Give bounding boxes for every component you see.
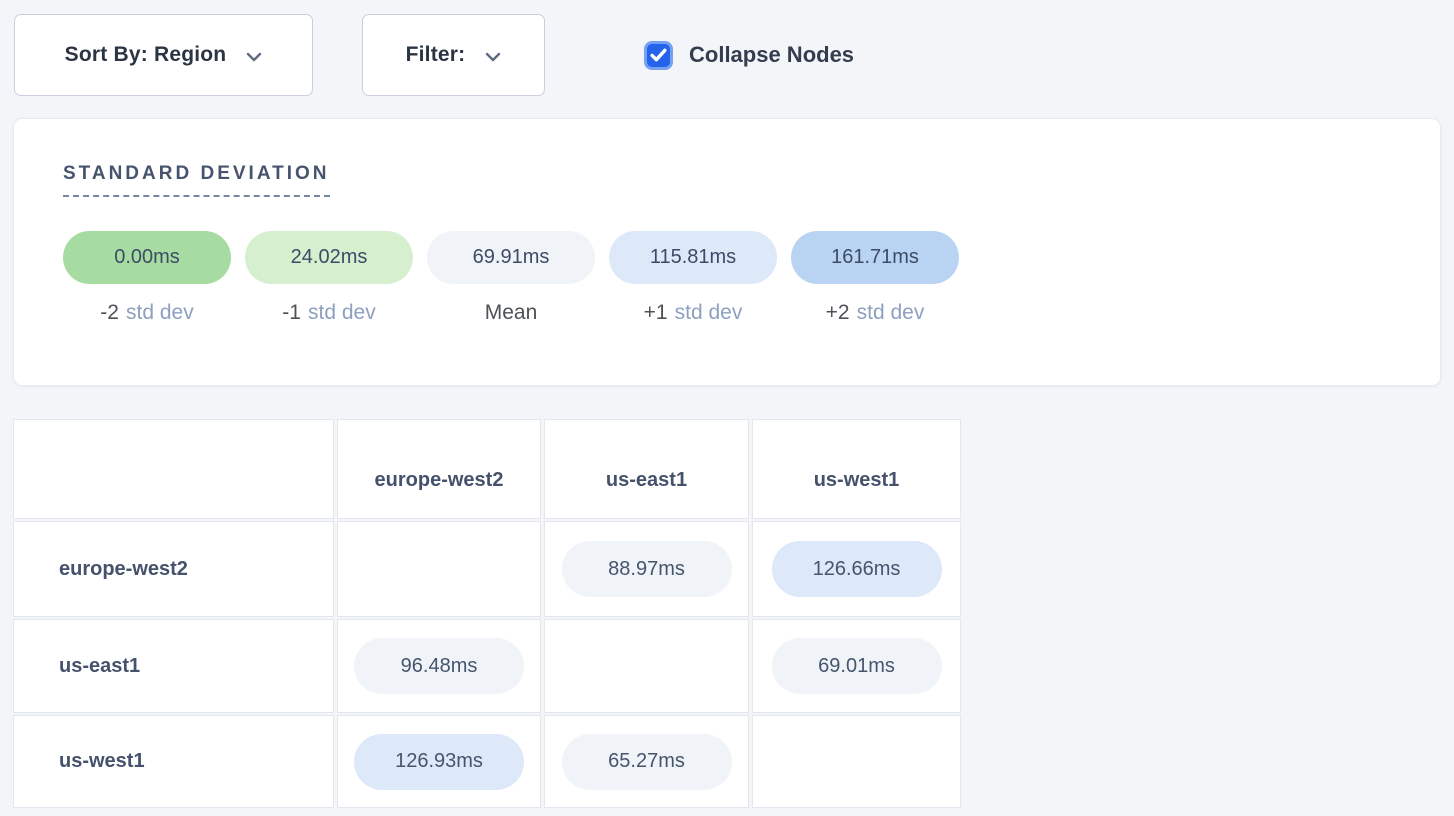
- legend-item-minus2: 0.00ms -2 std dev: [63, 231, 231, 325]
- legend-pill: 161.71ms: [791, 231, 959, 284]
- matrix-cell: 126.93ms: [337, 715, 541, 808]
- matrix-row-header: us-west1: [13, 715, 334, 808]
- std-dev-legend-card: STANDARD DEVIATION 0.00ms -2 std dev 24.0…: [13, 118, 1441, 386]
- legend-pill: 0.00ms: [63, 231, 231, 284]
- latency-pill: 88.97ms: [561, 541, 732, 597]
- legend-item-plus2: 161.71ms +2 std dev: [791, 231, 959, 325]
- sort-by-label: Sort By: Region: [64, 43, 227, 66]
- matrix-col-header: us-west1: [752, 419, 961, 519]
- matrix-cell-empty: [752, 715, 961, 808]
- latency-pill: 69.01ms: [771, 638, 942, 694]
- latency-matrix: europe-west2 us-east1 us-west1 europe-we…: [13, 419, 961, 808]
- matrix-cell-empty: [337, 521, 541, 617]
- toolbar: Sort By: Region Filter: Collapse Nodes: [14, 14, 1454, 96]
- legend-label: +2 std dev: [825, 301, 925, 324]
- collapse-nodes-label: Collapse Nodes: [689, 42, 855, 67]
- matrix-col-header: europe-west2: [337, 419, 541, 519]
- legend-label: Mean: [484, 301, 538, 324]
- matrix-col-header: us-east1: [544, 419, 749, 519]
- legend-item-minus1: 24.02ms -1 std dev: [245, 231, 413, 325]
- legend-row: 0.00ms -2 std dev 24.02ms -1 std dev 69.91…: [63, 231, 1440, 325]
- latency-pill: 126.66ms: [771, 541, 942, 597]
- matrix-cell: 69.01ms: [752, 619, 961, 713]
- legend-item-mean: 69.91ms Mean: [427, 231, 595, 325]
- legend-item-plus1: 115.81ms +1 std dev: [609, 231, 777, 325]
- latency-pill: 96.48ms: [354, 638, 524, 694]
- matrix-cell: 126.66ms: [752, 521, 961, 617]
- legend-title: STANDARD DEVIATION: [63, 163, 330, 197]
- legend-pill: 115.81ms: [609, 231, 777, 284]
- matrix-corner-cell: [13, 419, 334, 519]
- matrix-cell: 65.27ms: [544, 715, 749, 808]
- filter-label: Filter:: [405, 43, 466, 66]
- checkmark-icon: [650, 48, 667, 62]
- chevron-down-icon: [486, 52, 501, 61]
- collapse-nodes-control[interactable]: Collapse Nodes: [644, 40, 855, 70]
- collapse-nodes-checkbox[interactable]: [644, 40, 673, 70]
- matrix-cell: 88.97ms: [544, 521, 749, 617]
- legend-label: -1 std dev: [282, 301, 376, 324]
- matrix-cell: 96.48ms: [337, 619, 541, 713]
- legend-pill: 69.91ms: [427, 231, 595, 284]
- matrix-cell-empty: [544, 619, 749, 713]
- latency-pill: 65.27ms: [561, 733, 732, 790]
- sort-by-select[interactable]: Sort By: Region: [14, 14, 313, 96]
- legend-label: +1 std dev: [643, 301, 743, 324]
- legend-label: -2 std dev: [100, 301, 194, 324]
- matrix-row-header: us-east1: [13, 619, 334, 713]
- latency-pill: 126.93ms: [354, 733, 524, 790]
- legend-pill: 24.02ms: [245, 231, 413, 284]
- matrix-row-header: europe-west2: [13, 521, 334, 617]
- filter-select[interactable]: Filter:: [362, 14, 545, 96]
- chevron-down-icon: [247, 52, 262, 61]
